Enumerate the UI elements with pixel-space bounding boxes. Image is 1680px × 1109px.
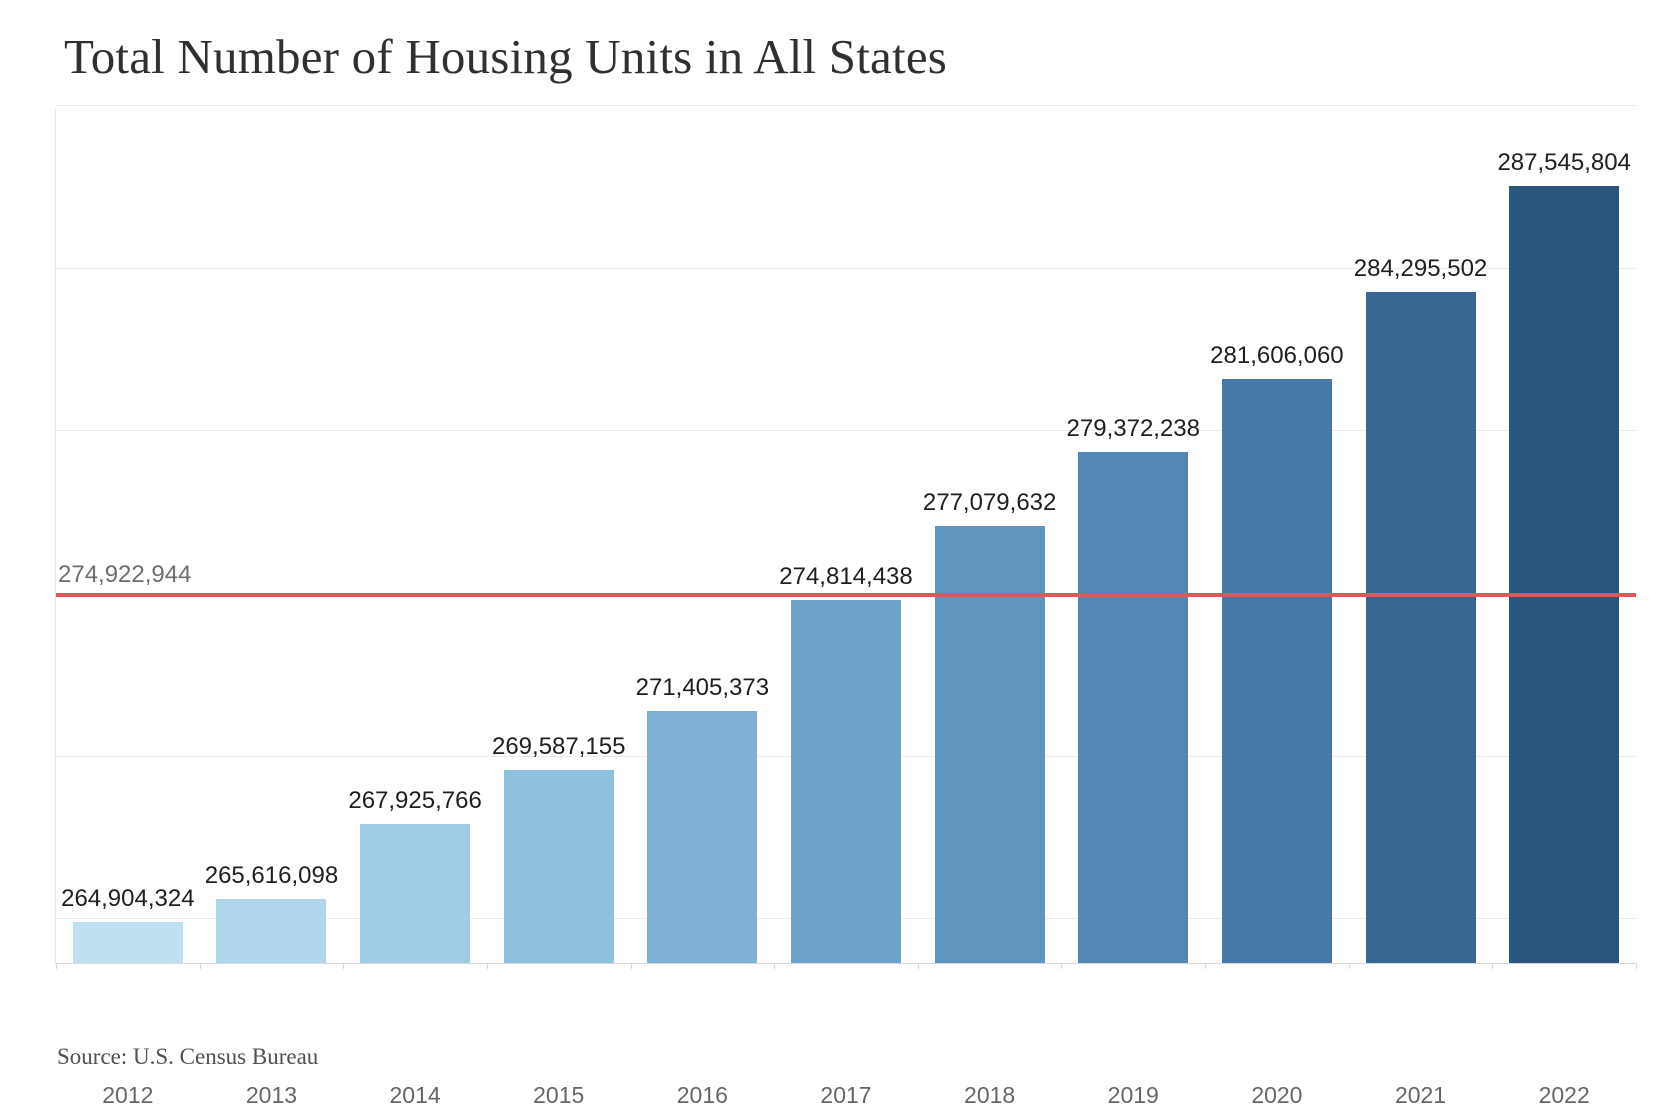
bar-2019[interactable] bbox=[1078, 451, 1189, 963]
bar-value-label-2020: 281,606,060 bbox=[1210, 342, 1344, 370]
axis-tick bbox=[1348, 963, 1350, 969]
x-tick-label-2022: 2022 bbox=[1538, 1082, 1590, 1108]
axis-tick bbox=[774, 963, 776, 969]
bar-value-label-2016: 271,405,373 bbox=[635, 673, 770, 701]
bar-2020[interactable] bbox=[1221, 379, 1332, 963]
bar-2022[interactable] bbox=[1509, 186, 1620, 963]
bar-value-label-2017: 274,814,438 bbox=[779, 563, 913, 591]
axis-tick bbox=[630, 963, 632, 969]
bar-value-label-2015: 269,587,155 bbox=[491, 733, 626, 760]
bar-2015[interactable] bbox=[503, 770, 614, 963]
axis-tick bbox=[343, 963, 345, 969]
bar-value-label-2014: 267,925,766 bbox=[348, 787, 482, 814]
axis-tick bbox=[1636, 963, 1637, 969]
x-tick-label-2021: 2021 bbox=[1394, 1082, 1447, 1108]
bar-2018[interactable] bbox=[934, 526, 1045, 963]
x-tick-label-2017: 2017 bbox=[820, 1082, 872, 1108]
gridline bbox=[56, 430, 1636, 432]
x-tick-label-2014: 2014 bbox=[389, 1082, 441, 1108]
x-tick-label-2016: 2016 bbox=[676, 1082, 728, 1108]
axis-tick bbox=[1205, 963, 1207, 969]
x-tick-label-2013: 2013 bbox=[245, 1082, 298, 1108]
bar-value-label-2019: 279,372,238 bbox=[1066, 414, 1200, 442]
chart-title: Total Number of Housing Units in All Sta… bbox=[64, 29, 948, 84]
bar-2013[interactable] bbox=[216, 899, 327, 963]
bar-value-label-2013: 265,616,098 bbox=[204, 862, 339, 890]
x-tick-label-2012: 2012 bbox=[102, 1082, 154, 1108]
axis-tick bbox=[56, 963, 57, 969]
bar-2014[interactable] bbox=[360, 824, 471, 963]
plot-area: 264,904,324 2012 265,616,098 2013 267,925,76… bbox=[55, 105, 1637, 1108]
x-tick-label-2019: 2019 bbox=[1107, 1082, 1159, 1108]
bar-2012[interactable] bbox=[72, 922, 183, 963]
axis-tick bbox=[1061, 963, 1063, 969]
bar-value-label-2012: 264,904,324 bbox=[61, 885, 195, 913]
bar-2017[interactable] bbox=[791, 600, 901, 963]
bar-2016[interactable] bbox=[647, 710, 758, 963]
source-note: Source: U.S. Census Bureau bbox=[57, 1044, 319, 1069]
x-tick-label-2015: 2015 bbox=[533, 1082, 585, 1108]
x-tick-label-2018: 2018 bbox=[964, 1082, 1016, 1108]
bar-value-label-2022: 287,545,804 bbox=[1497, 149, 1631, 177]
bar-value-label-2021: 284,295,502 bbox=[1353, 254, 1488, 282]
axis-tick bbox=[486, 963, 488, 969]
bar-value-label-2018: 277,079,632 bbox=[922, 489, 1057, 517]
axis-tick bbox=[1492, 963, 1494, 969]
axis-tick bbox=[917, 963, 919, 969]
x-tick-label-2020: 2020 bbox=[1251, 1082, 1303, 1108]
gridline bbox=[56, 267, 1636, 269]
axis-tick bbox=[199, 963, 201, 969]
bar-2021[interactable] bbox=[1365, 291, 1476, 963]
gridline bbox=[56, 105, 1636, 107]
reference-line bbox=[56, 592, 1636, 597]
reference-line-label: 274,922,944 bbox=[58, 560, 192, 588]
